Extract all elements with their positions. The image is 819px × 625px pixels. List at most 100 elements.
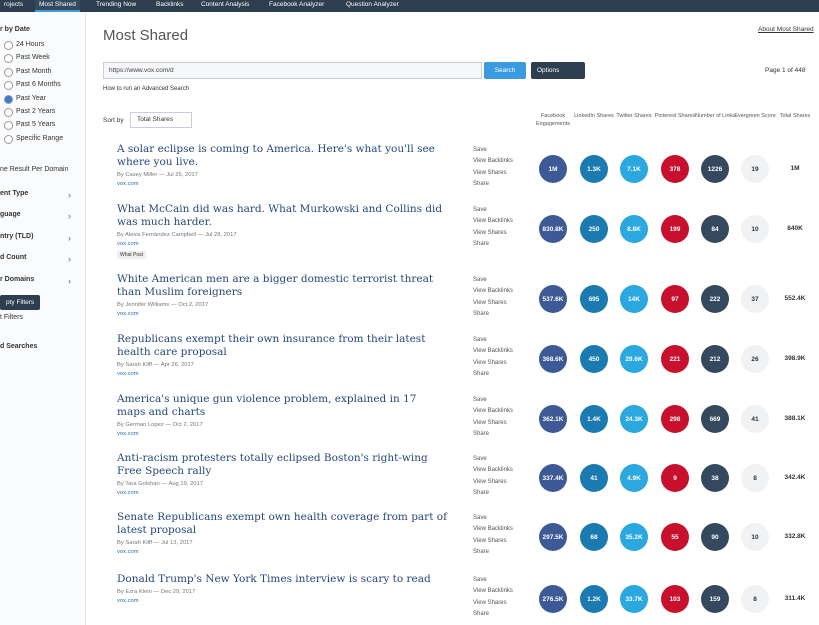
action-link[interactable]: Save [473, 277, 487, 283]
action-link[interactable]: View Backlinks [473, 218, 513, 225]
saved-searches[interactable]: d Searches [0, 343, 38, 350]
article-title[interactable]: White American men are a bigger domestic… [117, 273, 434, 298]
action-link[interactable]: View Shares [473, 359, 507, 366]
about-link[interactable]: About Most Shared [758, 26, 814, 33]
action-link[interactable]: View Backlinks [473, 467, 513, 474]
domain[interactable]: vox.com [117, 371, 139, 377]
stat-circle: 37 [741, 285, 769, 313]
radio[interactable] [4, 134, 13, 144]
radio[interactable] [4, 121, 13, 131]
action-link[interactable]: Save [473, 337, 487, 343]
filter-section[interactable]: ent Type [0, 190, 29, 197]
stat-circle: 1.4K [580, 405, 608, 433]
radio-label[interactable]: Past Week [16, 54, 50, 62]
article-title[interactable]: Senate Republicans exempt own health cov… [117, 511, 447, 536]
radio[interactable] [4, 67, 13, 77]
action-link[interactable]: Share [473, 310, 490, 317]
action-link[interactable]: Share [473, 240, 490, 247]
domain[interactable]: vox.com [117, 431, 139, 437]
action-link[interactable]: View Backlinks [473, 526, 513, 533]
column-header[interactable]: Total Shares [779, 113, 811, 119]
radio-label[interactable]: Past 5 Years [16, 121, 56, 129]
domain[interactable]: vox.com [117, 598, 139, 604]
chevron[interactable]: › [68, 211, 71, 221]
domain[interactable]: vox.com [117, 490, 139, 496]
radio-label[interactable]: 24 Hours [16, 41, 45, 48]
radio-label[interactable]: Specific Range [16, 134, 64, 142]
chevron[interactable]: › [68, 254, 71, 264]
domain[interactable]: vox.com [117, 181, 139, 187]
stat-circle: 1M [539, 155, 567, 183]
action-link[interactable]: View Backlinks [473, 588, 513, 595]
article-title[interactable]: Donald Trump's New York Times interview … [117, 573, 431, 585]
radio[interactable] [4, 81, 13, 91]
action-link[interactable]: View Shares [473, 229, 507, 236]
nav-item[interactable]: Trending Now [96, 1, 137, 8]
radio-label[interactable]: Past 6 Months [16, 81, 61, 89]
action-link[interactable]: Save [473, 207, 487, 213]
filter-section[interactable]: guage [0, 211, 21, 218]
article-title[interactable]: Anti-racism protesters totally eclipsed … [117, 452, 428, 477]
action-link[interactable]: View Shares [473, 419, 507, 426]
action-link[interactable]: Save [473, 577, 487, 583]
stat-circle: 38 [701, 464, 729, 492]
nav-item[interactable]: Question Analyzer [346, 1, 399, 8]
action-link[interactable]: Save [473, 456, 487, 462]
action-link[interactable]: Share [473, 180, 490, 187]
filter-section[interactable]: d Count [0, 254, 27, 261]
chevron[interactable]: › [68, 233, 71, 243]
search-input[interactable]: https://www.vox.com/d [103, 62, 482, 79]
chevron[interactable]: › [68, 190, 71, 200]
action-link[interactable]: Share [473, 370, 490, 377]
options-button[interactable]: Options [531, 62, 585, 79]
action-link[interactable]: View Backlinks [473, 158, 513, 165]
filter-section[interactable]: ntry (TLD) [0, 233, 34, 240]
action-link[interactable]: Save [473, 147, 487, 153]
action-link[interactable]: Share [473, 489, 490, 496]
radio-label[interactable]: Past Year [16, 94, 46, 102]
radio-label[interactable]: Past 2 Years [16, 108, 56, 115]
nav-item[interactable]: Facebook Analyzer [269, 1, 325, 8]
radio[interactable] [4, 41, 13, 50]
reset-link[interactable]: t Filters [0, 314, 23, 321]
total-shares: 388.1K [784, 415, 806, 422]
radio-label[interactable]: Past Month [16, 67, 52, 75]
action-link[interactable]: Share [473, 548, 490, 555]
article-title[interactable]: A solar eclipse is coming to America. He… [117, 143, 435, 168]
nav-item[interactable]: Content Analysis [201, 1, 250, 8]
action-link[interactable]: View Shares [473, 169, 507, 176]
stat-circle: 337.4K [539, 464, 567, 492]
action-link[interactable]: View Shares [473, 478, 507, 485]
chevron[interactable]: › [68, 276, 71, 286]
apply-button[interactable]: pty Filters [0, 295, 41, 310]
advanced-link[interactable]: How to run an Advanced Search [103, 86, 190, 92]
stat-circle: 695 [580, 285, 608, 313]
action-link[interactable]: Share [473, 610, 490, 617]
checkbox-label[interactable]: ne Result Per Domain [0, 166, 69, 173]
radio[interactable] [4, 94, 13, 104]
sort-select[interactable]: Total Shares [130, 112, 193, 128]
action-link[interactable]: View Shares [473, 537, 507, 544]
nav-item[interactable]: Backlinks [156, 1, 184, 8]
action-link[interactable]: View Backlinks [473, 348, 513, 355]
action-link[interactable]: View Backlinks [473, 408, 513, 415]
radio[interactable] [4, 108, 13, 117]
filter-section[interactable]: r Domains [0, 276, 35, 283]
article-title[interactable]: What McCain did was hard. What Murkowski… [117, 203, 443, 228]
action-link[interactable]: Share [473, 430, 490, 437]
nav-item[interactable]: Most Shared [35, 0, 80, 12]
action-link[interactable]: View Shares [473, 299, 507, 306]
domain[interactable]: vox.com [117, 241, 139, 247]
article-title[interactable]: America's unique gun violence problem, e… [117, 393, 417, 418]
radio[interactable] [4, 54, 13, 64]
action-link[interactable]: View Shares [473, 599, 507, 606]
article-title[interactable]: Republicans exempt their own insurance f… [117, 333, 426, 358]
search-button[interactable]: Search [484, 62, 526, 79]
action-link[interactable]: Save [473, 397, 487, 403]
action-link[interactable]: Save [473, 515, 487, 521]
nav-item[interactable]: rojects [4, 1, 24, 8]
domain[interactable]: vox.com [117, 549, 139, 555]
domain[interactable]: vox.com [117, 311, 139, 317]
action-link[interactable]: View Backlinks [473, 288, 513, 295]
sort-label: Sort by [103, 117, 124, 124]
